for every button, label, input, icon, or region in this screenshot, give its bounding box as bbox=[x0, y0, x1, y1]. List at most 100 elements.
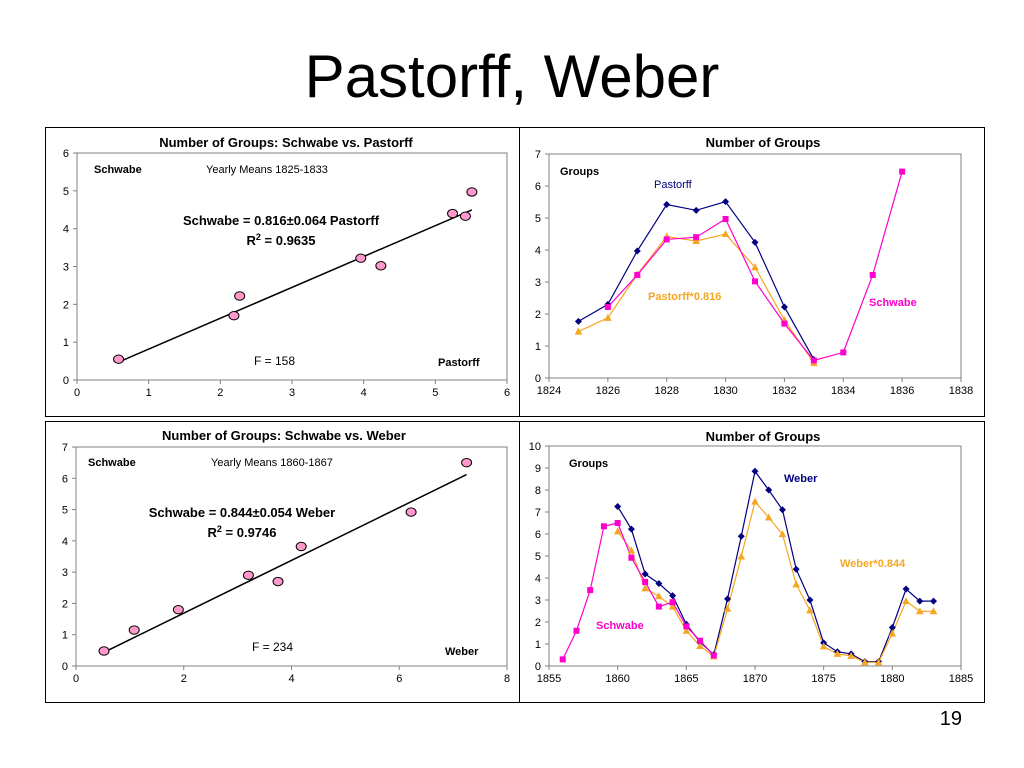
scatter-point bbox=[375, 261, 387, 271]
data-point-diamond bbox=[737, 532, 745, 540]
data-point-triangle bbox=[682, 626, 691, 634]
data-point-triangle bbox=[929, 607, 938, 615]
x-tick-label: 8 bbox=[504, 673, 510, 685]
y-tick-label: 4 bbox=[62, 536, 68, 548]
x-tick-label: 1838 bbox=[949, 385, 973, 397]
data-point-square bbox=[614, 520, 621, 526]
data-point-square bbox=[697, 637, 704, 644]
y-tick-label: 4 bbox=[535, 245, 541, 257]
y-tick-label: 2 bbox=[62, 598, 68, 610]
scatter-point bbox=[172, 604, 184, 615]
data-point-diamond bbox=[669, 592, 677, 600]
scatter-chart-pastorff: Number of Groups: Schwabe vs. Pastorff S… bbox=[63, 135, 510, 399]
y-tick-label: 7 bbox=[62, 442, 68, 454]
data-point-diamond bbox=[888, 624, 896, 631]
data-point-triangle bbox=[751, 497, 759, 505]
scatter-point bbox=[242, 570, 254, 580]
plot-area bbox=[548, 153, 962, 379]
x-tick-label: 1855 bbox=[537, 673, 561, 685]
data-point-triangle bbox=[692, 237, 700, 245]
line-chart-pastorff: Number of Groups Groups Pastorff Pastorf… bbox=[535, 135, 973, 397]
scatter-point bbox=[405, 507, 417, 517]
fit-line bbox=[103, 473, 467, 653]
scatter-point bbox=[234, 291, 246, 301]
series-line bbox=[562, 522, 715, 660]
chart-title: Number of Groups bbox=[706, 429, 821, 444]
y-tick-label: 3 bbox=[535, 595, 541, 607]
data-point-triangle bbox=[723, 604, 732, 612]
inner-x-label: Weber bbox=[445, 646, 479, 658]
r-squared: R2 = 0.9746 bbox=[208, 524, 277, 540]
x-tick-label: 1826 bbox=[596, 385, 620, 397]
data-point-square bbox=[573, 627, 580, 634]
scatter-point bbox=[355, 253, 367, 263]
f-statistic: F = 234 bbox=[252, 640, 293, 654]
data-point-triangle bbox=[888, 629, 897, 637]
data-point-square bbox=[693, 234, 700, 241]
data-point-diamond bbox=[751, 238, 759, 246]
scatter-point bbox=[295, 541, 307, 552]
data-point-diamond bbox=[692, 206, 700, 214]
data-point-square bbox=[642, 578, 649, 585]
y-tick-label: 3 bbox=[63, 262, 69, 274]
data-point-square bbox=[634, 271, 641, 278]
chart-panel-line-weber: Number of Groups Groups Weber Weber*0.84… bbox=[519, 421, 985, 703]
x-tick-label: 1832 bbox=[772, 385, 796, 397]
data-point-triangle bbox=[819, 642, 828, 650]
fit-line bbox=[118, 209, 473, 363]
data-point-triangle bbox=[778, 530, 787, 538]
chart-panel-line-pastorff: Number of Groups Groups Pastorff Pastorf… bbox=[519, 127, 985, 417]
scatter-point bbox=[128, 625, 140, 635]
series-label-pastorff-scaled: Pastorff*0.816 bbox=[648, 291, 721, 303]
data-point-diamond bbox=[614, 503, 622, 510]
line-chart-weber: Number of Groups Groups Weber Weber*0.84… bbox=[529, 429, 973, 685]
y-tick-label: 8 bbox=[535, 485, 541, 497]
y-tick-label: 5 bbox=[63, 186, 69, 198]
series-line bbox=[617, 469, 934, 663]
x-tick-label: 4 bbox=[288, 673, 294, 685]
x-tick-label: 1860 bbox=[605, 673, 629, 685]
plot-area bbox=[548, 445, 962, 667]
x-tick-label: 1870 bbox=[743, 673, 767, 685]
y-tick-label: 1 bbox=[63, 337, 69, 349]
y-tick-label: 0 bbox=[62, 661, 68, 673]
data-point-square bbox=[810, 357, 817, 364]
x-tick-label: 1830 bbox=[713, 385, 737, 397]
x-tick-label: 1824 bbox=[537, 385, 561, 397]
data-point-triangle bbox=[604, 313, 612, 321]
x-tick-label: 1875 bbox=[811, 673, 835, 685]
y-tick-label: 2 bbox=[535, 309, 541, 321]
data-point-diamond bbox=[902, 585, 910, 593]
data-point-square bbox=[669, 599, 676, 606]
data-point-square bbox=[628, 554, 635, 561]
scatter-point bbox=[459, 211, 471, 221]
y-tick-label: 1 bbox=[535, 639, 541, 651]
data-point-diamond bbox=[806, 596, 814, 604]
data-point-triangle bbox=[847, 651, 855, 659]
chart-panel-scatter-weber: Number of Groups: Schwabe vs. Weber Schw… bbox=[45, 421, 521, 703]
x-tick-label: 1885 bbox=[949, 673, 973, 685]
scatter-point bbox=[461, 457, 473, 468]
inner-y-label: Groups bbox=[569, 458, 608, 470]
y-tick-label: 7 bbox=[535, 149, 541, 161]
data-point-square bbox=[899, 168, 906, 175]
x-tick-label: 2 bbox=[181, 673, 187, 685]
data-point-triangle bbox=[641, 584, 649, 592]
scatter-point bbox=[228, 310, 240, 321]
data-point-triangle bbox=[874, 658, 883, 666]
series-label-schwabe: Schwabe bbox=[869, 297, 917, 309]
inner-y-label: Schwabe bbox=[88, 457, 136, 469]
y-tick-label: 1 bbox=[535, 341, 541, 353]
data-point-triangle bbox=[861, 658, 869, 666]
y-tick-label: 10 bbox=[529, 441, 541, 453]
series-label-schwabe: Schwabe bbox=[596, 620, 644, 632]
data-point-triangle bbox=[902, 597, 910, 605]
series-label-weber: Weber bbox=[784, 473, 818, 485]
y-tick-label: 4 bbox=[63, 224, 69, 236]
inner-x-label: Pastorff bbox=[438, 357, 480, 369]
x-tick-label: 1834 bbox=[831, 385, 855, 397]
scatter-point bbox=[98, 646, 110, 656]
data-point-square bbox=[587, 587, 594, 594]
data-point-diamond bbox=[792, 565, 800, 573]
y-tick-label: 6 bbox=[63, 148, 69, 160]
